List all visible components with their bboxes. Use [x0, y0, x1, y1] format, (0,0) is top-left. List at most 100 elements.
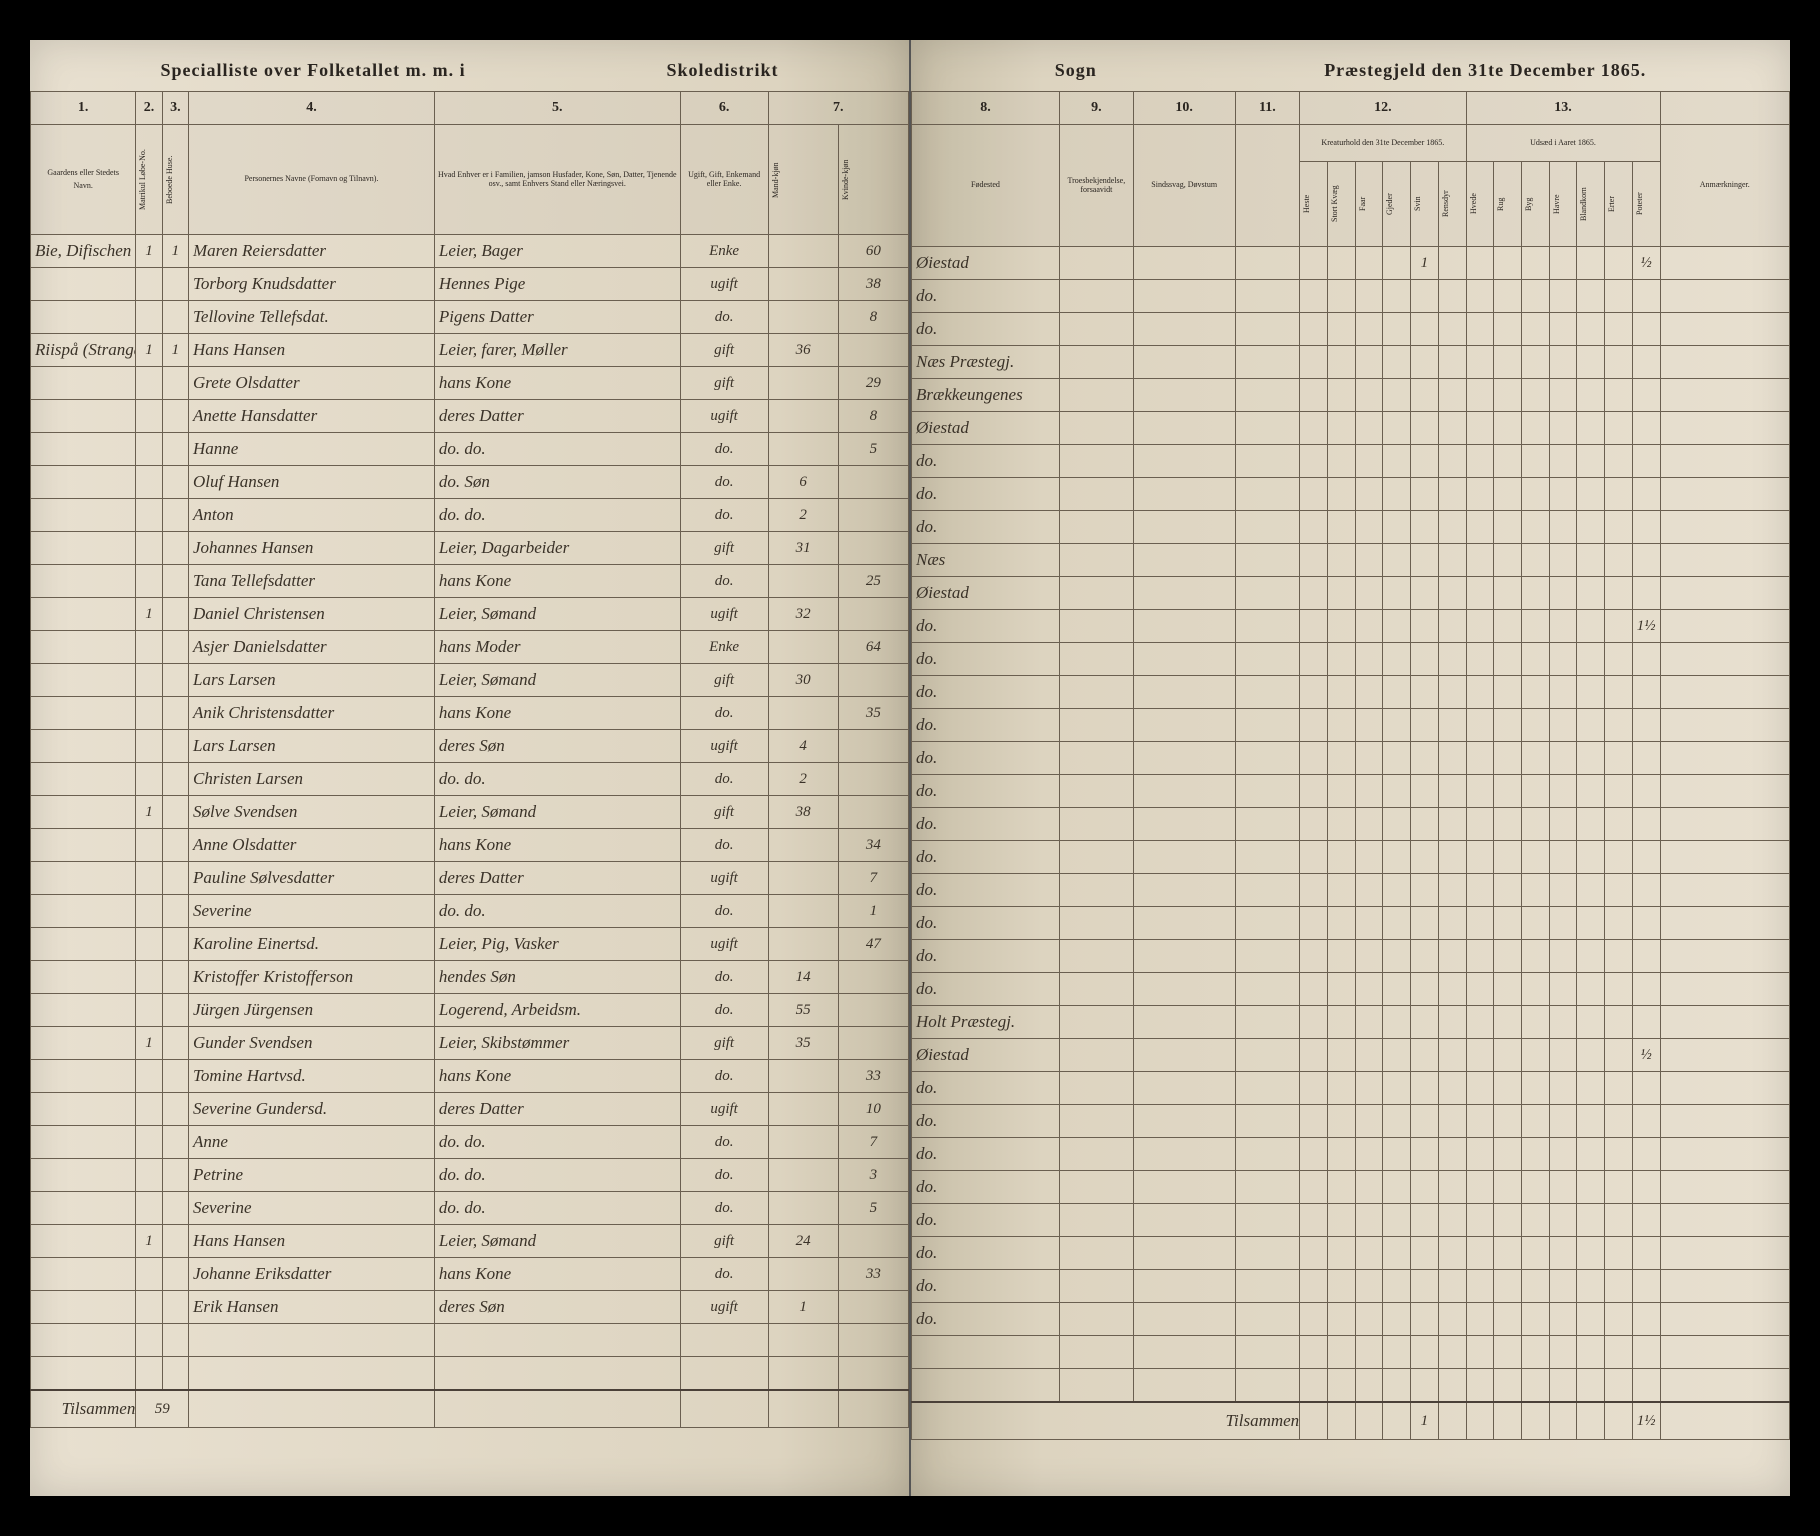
table-row: do. — [912, 1138, 1790, 1171]
table-row: Næs Præstegj. — [912, 346, 1790, 379]
table-row: do. — [912, 973, 1790, 1006]
cell-remark — [1660, 1303, 1789, 1336]
cell-disab — [1133, 379, 1235, 412]
cell-name: Lars Larsen — [189, 664, 435, 697]
cell-pos: hendes Søn — [434, 961, 680, 994]
cell-n3 — [162, 499, 188, 532]
cell-n3 — [162, 697, 188, 730]
cell-name: Hans Hansen — [189, 1225, 435, 1258]
cell-agek — [838, 796, 908, 829]
cell-rem — [1632, 1270, 1660, 1303]
cell-11 — [1235, 445, 1300, 478]
cell-agek: 34 — [838, 829, 908, 862]
table-row: Oluf Hansendo. Søndo.6 — [31, 466, 909, 499]
cell-n3 — [162, 862, 188, 895]
table-row: Grete Olsdatterhans Konegift29 — [31, 367, 909, 400]
cell-stat: do. — [680, 499, 768, 532]
cell-stat: do. — [680, 1126, 768, 1159]
cell-n2 — [136, 1159, 162, 1192]
cell-faith — [1059, 1270, 1133, 1303]
cell-gaard — [31, 796, 136, 829]
table-row: do. — [912, 940, 1790, 973]
cell-rem — [1632, 841, 1660, 874]
cell-11 — [1235, 346, 1300, 379]
table-row: Brækkeungenes — [912, 379, 1790, 412]
cell-mark: 1 — [1411, 247, 1439, 280]
cell-faith — [1059, 1138, 1133, 1171]
cell-11 — [1235, 742, 1300, 775]
cell-disab — [1133, 1138, 1235, 1171]
cell-n3 — [162, 367, 188, 400]
table-row: Anne Olsdatterhans Konedo.34 — [31, 829, 909, 862]
cell-pos: hans Kone — [434, 1258, 680, 1291]
cell-rem — [1632, 412, 1660, 445]
liv-3: Gjeder — [1383, 162, 1411, 247]
cell-n3 — [162, 895, 188, 928]
cell-remark — [1660, 643, 1789, 676]
cell-disab — [1133, 643, 1235, 676]
cell-stat: do. — [680, 895, 768, 928]
cell-gaard — [31, 1192, 136, 1225]
cell-faith — [1059, 841, 1133, 874]
cell-11 — [1235, 1270, 1300, 1303]
cell-rem — [1632, 1237, 1660, 1270]
cell-n3 — [162, 400, 188, 433]
cell-mark — [1411, 1138, 1439, 1171]
cell-rem — [1632, 313, 1660, 346]
cell-mark — [1411, 973, 1439, 1006]
cell-stat: gift — [680, 367, 768, 400]
table-row: do. — [912, 643, 1790, 676]
cell-gaard — [31, 1027, 136, 1060]
table-row: do. — [912, 1105, 1790, 1138]
cell-n3 — [162, 631, 188, 664]
table-row: Kristoffer Kristoffersonhendes Søndo.14 — [31, 961, 909, 994]
cell-birth: do. — [912, 940, 1060, 973]
cell-birth: Øiestad — [912, 412, 1060, 445]
cell-disab — [1133, 841, 1235, 874]
cell-remark — [1660, 313, 1789, 346]
seed-1: Rug — [1494, 162, 1522, 247]
cell-11 — [1235, 511, 1300, 544]
cell-birth: do. — [912, 841, 1060, 874]
cell-agem — [768, 862, 838, 895]
cell-stat: do. — [680, 961, 768, 994]
cell-birth: Brækkeungenes — [912, 379, 1060, 412]
cell-stat: ugift — [680, 730, 768, 763]
table-row: 1Hans HansenLeier, Sømandgift24 — [31, 1225, 909, 1258]
cell-n2 — [136, 961, 162, 994]
cell-agem — [768, 1258, 838, 1291]
cell-stat: do. — [680, 1060, 768, 1093]
cell-pos: Logerend, Arbeidsm. — [434, 994, 680, 1027]
cell-agem — [768, 367, 838, 400]
cell-stat: ugift — [680, 268, 768, 301]
cell-disab — [1133, 775, 1235, 808]
cell-agek — [838, 466, 908, 499]
cell-mark — [1411, 1006, 1439, 1039]
seed-2: Byg — [1521, 162, 1549, 247]
cell-n2 — [136, 664, 162, 697]
cell-n3 — [162, 1291, 188, 1324]
table-row: 1Sølve SvendsenLeier, Sømandgift38 — [31, 796, 909, 829]
cell-agek: 3 — [838, 1159, 908, 1192]
coln-9: 9. — [1059, 92, 1133, 125]
head-remark: Anmærkninger. — [1660, 125, 1789, 247]
cell-name: Erik Hansen — [189, 1291, 435, 1324]
cell-n2: 1 — [136, 334, 162, 367]
cell-faith — [1059, 940, 1133, 973]
cell-agem: 38 — [768, 796, 838, 829]
footer-right-label: Tilsammen — [912, 1402, 1300, 1440]
cell-11 — [1235, 544, 1300, 577]
cell-gaard — [31, 598, 136, 631]
table-row: do. — [912, 313, 1790, 346]
cell-n3 — [162, 598, 188, 631]
head-11 — [1235, 125, 1300, 247]
cell-disab — [1133, 1303, 1235, 1336]
cell-name: Severine Gundersd. — [189, 1093, 435, 1126]
cell-11 — [1235, 1171, 1300, 1204]
cell-mark — [1411, 676, 1439, 709]
cell-agem: 31 — [768, 532, 838, 565]
cell-n2: 1 — [136, 796, 162, 829]
cell-pos: Leier, Sømand — [434, 598, 680, 631]
table-row-empty — [31, 1324, 909, 1357]
table-row: Johannes HansenLeier, Dagarbeidergift31 — [31, 532, 909, 565]
